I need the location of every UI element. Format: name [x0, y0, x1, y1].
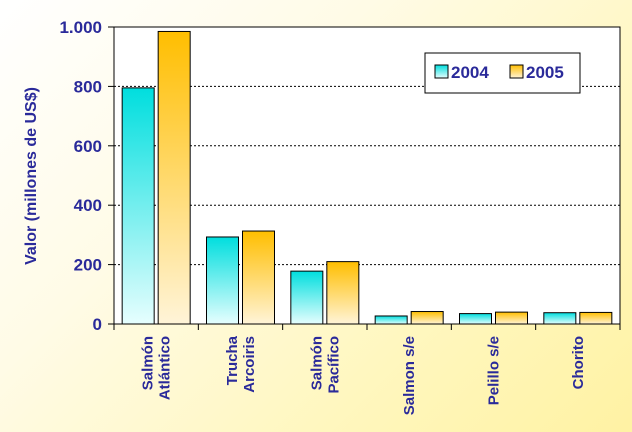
legend: 2004 2005	[424, 52, 581, 94]
bar-2004-3	[374, 315, 408, 325]
category-label: Salmón	[140, 336, 157, 390]
bar-2005-5	[579, 311, 613, 325]
bar-2004-1	[206, 236, 239, 325]
category-label: Trucha	[224, 335, 241, 385]
legend-label-2005: 2005	[526, 63, 564, 82]
bar-2005-1	[242, 230, 275, 325]
category-label: Chorito	[570, 336, 587, 389]
legend-label-2004: 2004	[451, 63, 489, 82]
gridlines	[114, 85, 620, 266]
legend-swatch-2004	[434, 64, 449, 79]
bars	[121, 30, 613, 325]
bar-2004-5	[543, 312, 577, 325]
category-label: Pacífico	[325, 336, 342, 394]
bar-2005-0	[157, 30, 191, 325]
bar-2004-0	[121, 87, 155, 325]
category-label: Salmón	[308, 336, 325, 390]
bar-2005-2	[326, 261, 360, 325]
bar-2005-4	[495, 311, 528, 325]
y-tick-label: 800	[74, 77, 102, 96]
bar-2004-4	[459, 313, 492, 325]
y-tick-label: 400	[74, 196, 102, 215]
y-axis-label: Valor (millones de US$)	[23, 87, 40, 265]
bar-2004-2	[290, 270, 324, 325]
category-label: Salmon s/e	[401, 336, 418, 415]
legend-box	[424, 52, 581, 94]
x-axis: Salmón Atlántico Trucha Arcoiris Salmón Pacíf…	[113, 324, 621, 415]
y-tick-label: 200	[74, 256, 102, 275]
y-tick-label: 600	[74, 137, 102, 156]
y-axis: 0 200 400 600 800 1.000	[59, 18, 114, 334]
y-tick-label: 0	[93, 315, 102, 334]
category-label: Arcoiris	[241, 336, 258, 393]
category-label: Atlántico	[157, 336, 174, 400]
bar-2005-3	[410, 311, 444, 325]
category-label: Pelillo s/e	[486, 336, 503, 405]
legend-swatch-2005	[509, 64, 524, 79]
y-tick-label: 1.000	[59, 18, 102, 37]
